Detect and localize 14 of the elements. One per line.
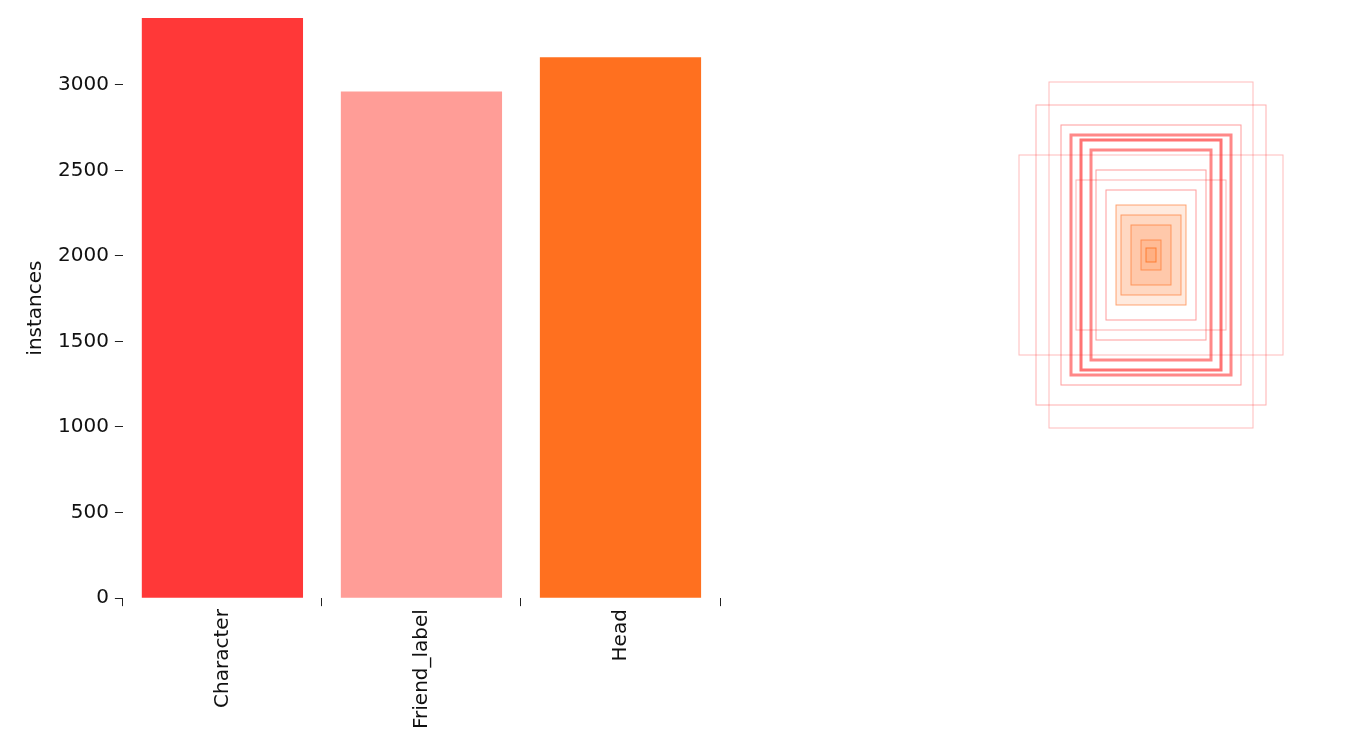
x-tick-label: Head [606,609,631,662]
bar [539,57,702,598]
y-tick-label: 1000 [57,413,109,438]
y-tick-label: 500 [70,498,109,523]
y-tick-label: 3000 [57,70,109,95]
y-axis-title: instances [22,260,47,356]
bar [141,18,304,598]
y-tick-label: 2000 [57,242,109,267]
x-tick-label: Character [208,608,233,708]
y-tick-label: 0 [96,584,109,609]
x-tick-label: Friend_label [407,609,432,729]
y-tick-label: 2500 [57,156,109,181]
bar [340,91,503,598]
y-tick-label: 1500 [57,327,109,352]
